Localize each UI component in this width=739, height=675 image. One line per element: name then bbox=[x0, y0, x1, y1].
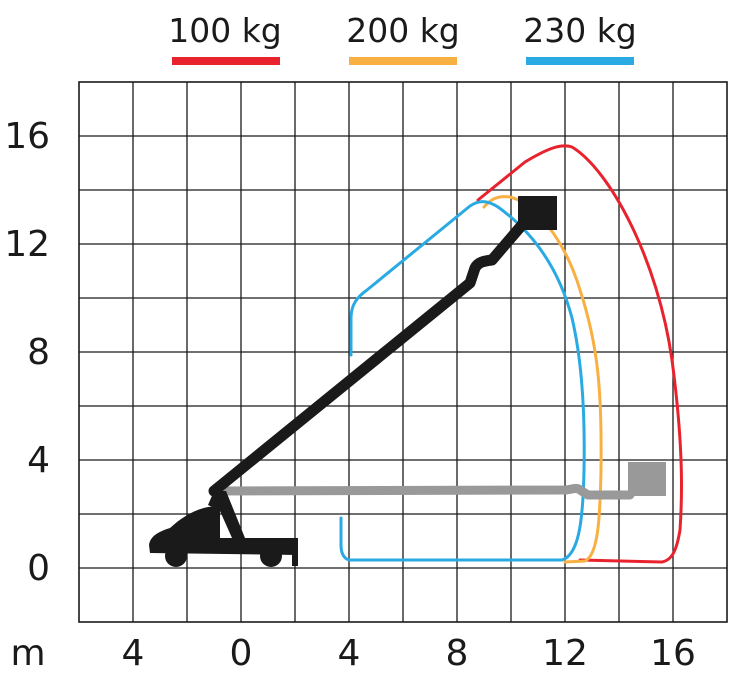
legend-label-230kg: 230 kg bbox=[523, 11, 637, 50]
truck-icon bbox=[149, 491, 298, 567]
raised-platform-basket-icon bbox=[518, 196, 557, 230]
y-tick-label: 12 bbox=[4, 224, 50, 265]
envelope-230kg bbox=[339, 200, 586, 562]
legend-item-200kg: 200 kg bbox=[346, 11, 460, 65]
legend-item-230kg: 230 kg bbox=[523, 11, 637, 65]
x-tick-label: 12 bbox=[542, 633, 588, 674]
legend-swatch-100kg bbox=[172, 57, 280, 65]
boom-raised-arm bbox=[208, 219, 528, 497]
legend-swatch-230kg bbox=[526, 57, 634, 65]
legend-label-200kg: 200 kg bbox=[346, 11, 460, 50]
y-tick-label: 0 bbox=[27, 548, 50, 589]
envelope-200kg bbox=[482, 195, 603, 564]
axis-unit-label: m bbox=[10, 633, 45, 674]
y-tick-label: 8 bbox=[27, 332, 50, 373]
y-axis-ticks: 16 12 8 4 0 bbox=[4, 116, 50, 589]
envelope-100kg bbox=[476, 144, 684, 564]
x-tick-label: 4 bbox=[338, 633, 361, 674]
legend-swatch-200kg bbox=[349, 57, 457, 65]
x-tick-label: 16 bbox=[650, 633, 696, 674]
extended-platform-basket-icon bbox=[628, 462, 666, 496]
boom-extended-arm bbox=[217, 483, 635, 500]
legend: 100 kg 200 kg 230 kg bbox=[168, 11, 637, 65]
boom-raised bbox=[208, 196, 557, 497]
x-tick-label: 0 bbox=[230, 633, 253, 674]
grid bbox=[78, 81, 728, 623]
legend-item-100kg: 100 kg bbox=[168, 11, 282, 65]
x-axis-ticks: m 4 0 4 8 12 16 bbox=[10, 633, 695, 674]
working-envelopes bbox=[339, 144, 684, 564]
y-tick-label: 4 bbox=[27, 440, 50, 481]
boom-extended bbox=[217, 462, 666, 500]
x-tick-label: 4 bbox=[122, 633, 145, 674]
legend-label-100kg: 100 kg bbox=[168, 11, 282, 50]
y-tick-label: 16 bbox=[4, 116, 50, 157]
x-tick-label: 8 bbox=[446, 633, 469, 674]
